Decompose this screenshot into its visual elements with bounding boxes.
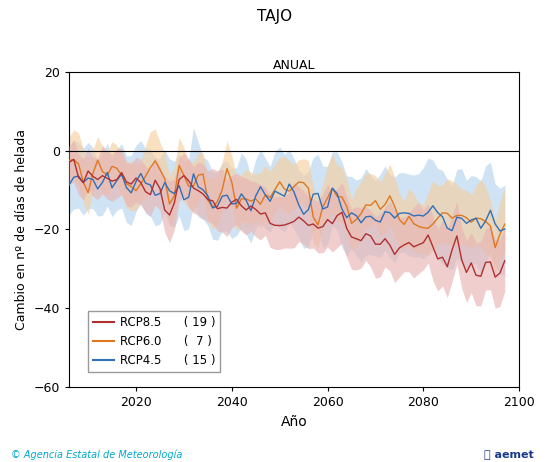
X-axis label: Año: Año (280, 414, 307, 429)
Legend: RCP8.5      ( 19 ), RCP6.0      (  7 ), RCP4.5      ( 15 ): RCP8.5 ( 19 ), RCP6.0 ( 7 ), RCP4.5 ( 15… (89, 311, 221, 371)
Y-axis label: Cambio en nº de días de helada: Cambio en nº de días de helada (15, 129, 28, 330)
Text: © Agencia Estatal de Meteorología: © Agencia Estatal de Meteorología (11, 449, 183, 460)
Title: ANUAL: ANUAL (273, 59, 315, 72)
Text: TAJO: TAJO (257, 9, 293, 24)
Text: ⌖ aemet: ⌖ aemet (484, 450, 534, 460)
